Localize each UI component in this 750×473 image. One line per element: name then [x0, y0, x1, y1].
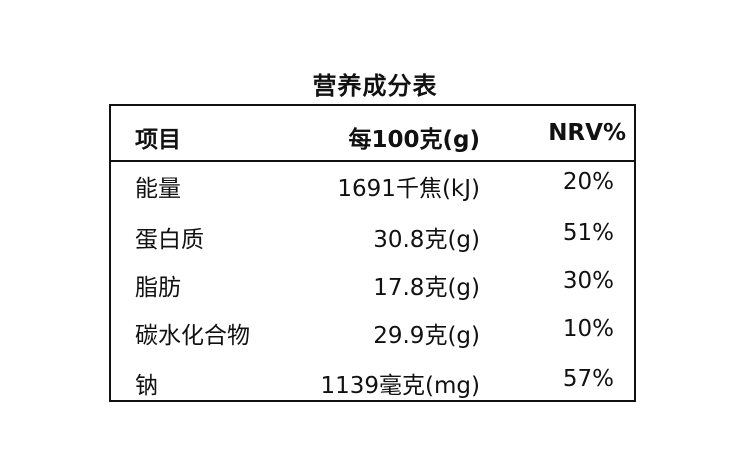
table-row: 能量 1691千焦(kJ) 20%: [111, 169, 634, 209]
row-item: 脂肪: [135, 275, 181, 301]
row-nrv: 20%: [562, 169, 614, 195]
row-item: 能量: [135, 176, 181, 202]
row-nrv: 30%: [562, 268, 614, 294]
row-nrv: 51%: [562, 220, 614, 246]
row-item: 钠: [135, 373, 158, 399]
header-nrv: NRV%: [548, 120, 626, 146]
header-per-100g: 每100克(g): [348, 127, 481, 153]
row-nrv: 10%: [562, 316, 614, 342]
row-per-100g: 1139毫克(mg): [320, 373, 480, 399]
row-per-100g: 1691千焦(kJ): [337, 176, 480, 202]
row-per-100g: 29.9克(g): [373, 323, 480, 349]
row-per-100g: 17.8克(g): [373, 275, 480, 301]
table-row: 碳水化合物 29.9克(g) 10%: [111, 316, 634, 356]
header-item: 项目: [135, 127, 181, 153]
row-item: 蛋白质: [135, 227, 204, 253]
table-row: 蛋白质 30.8克(g) 51%: [111, 220, 634, 260]
page-title: 营养成分表: [312, 72, 438, 100]
row-item: 碳水化合物: [135, 323, 250, 349]
nutrition-table: 项目 每100克(g) NRV% 能量 1691千焦(kJ) 20% 蛋白质 3…: [109, 104, 636, 402]
table-header: 项目 每100克(g) NRV%: [111, 106, 634, 162]
table-row: 钠 1139毫克(mg) 57%: [111, 366, 634, 406]
row-nrv: 57%: [562, 366, 614, 392]
row-per-100g: 30.8克(g): [373, 227, 480, 253]
table-row: 脂肪 17.8克(g) 30%: [111, 268, 634, 308]
